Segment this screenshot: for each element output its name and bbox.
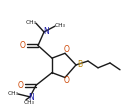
Text: O: O [18,81,24,90]
Text: O: O [64,45,70,54]
Text: O: O [20,41,26,50]
Text: N: N [43,26,49,35]
Text: B: B [77,60,83,69]
Text: CH₃: CH₃ [7,91,18,96]
Text: CH₃: CH₃ [24,100,35,105]
Text: CH₃: CH₃ [55,23,66,28]
Text: CH₃: CH₃ [26,20,36,25]
Text: O: O [64,76,70,85]
Text: N: N [28,93,34,102]
